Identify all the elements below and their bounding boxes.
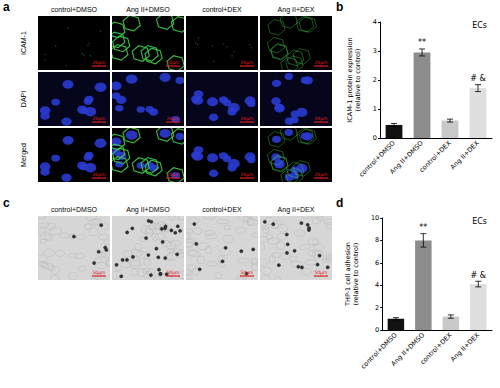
svg-text:50μm: 50μm bbox=[315, 270, 328, 275]
svg-text:6: 6 bbox=[375, 259, 379, 267]
html-text:Ang II+DMSO: Ang II+DMSO bbox=[126, 6, 170, 13]
svg-text:(relative to control): (relative to control) bbox=[354, 49, 362, 112]
svg-text:**: ** bbox=[418, 38, 426, 47]
html-text:control+DEX: control+DEX bbox=[202, 206, 242, 213]
svg-text:4: 4 bbox=[373, 18, 377, 26]
svg-text:20μm: 20μm bbox=[315, 116, 328, 121]
html-text:b: b bbox=[336, 0, 344, 14]
svg-text:(relative to control): (relative to control) bbox=[352, 243, 360, 306]
svg-text:# &: # & bbox=[471, 271, 486, 280]
svg-text:Ang II+DEX: Ang II+DEX bbox=[449, 331, 482, 364]
svg-text:50μm: 50μm bbox=[93, 270, 106, 275]
html-text:c: c bbox=[3, 196, 10, 210]
svg-text:**: ** bbox=[419, 223, 427, 232]
svg-text:10: 10 bbox=[371, 214, 379, 222]
html-text:Ang II+DEX: Ang II+DEX bbox=[277, 206, 315, 213]
svg-text:1: 1 bbox=[373, 105, 377, 113]
svg-text:20μm: 20μm bbox=[315, 172, 328, 177]
html-text:Ang II+DEX: Ang II+DEX bbox=[277, 6, 315, 13]
svg-text:50μm: 50μm bbox=[241, 270, 254, 275]
svg-text:THP-1 cell adhesion: THP-1 cell adhesion bbox=[344, 242, 352, 307]
html-text:d: d bbox=[336, 196, 344, 210]
svg-text:# &: # & bbox=[470, 74, 485, 83]
html-text:ICAM-1: ICAM-1 bbox=[20, 31, 27, 55]
svg-text:control+DMSO: control+DMSO bbox=[357, 139, 397, 179]
svg-text:0: 0 bbox=[375, 326, 379, 334]
svg-text:20μm: 20μm bbox=[167, 60, 180, 65]
svg-text:ECs: ECs bbox=[472, 217, 487, 226]
svg-text:2: 2 bbox=[375, 304, 379, 312]
html-text:a: a bbox=[3, 0, 10, 14]
svg-text:control+DEX: control+DEX bbox=[418, 139, 453, 174]
svg-text:4: 4 bbox=[375, 281, 379, 289]
svg-text:Ang II+DMSO: Ang II+DMSO bbox=[388, 139, 425, 176]
svg-text:20μm: 20μm bbox=[167, 116, 180, 121]
svg-text:8: 8 bbox=[375, 236, 379, 244]
html-text:control+DMSO: control+DMSO bbox=[50, 6, 97, 13]
svg-text:20μm: 20μm bbox=[241, 60, 254, 65]
svg-text:control+DMSO: control+DMSO bbox=[359, 331, 399, 371]
svg-text:2: 2 bbox=[373, 76, 377, 84]
svg-text:20μm: 20μm bbox=[241, 172, 254, 177]
svg-text:50μm: 50μm bbox=[167, 270, 180, 275]
html-text:control+DEX: control+DEX bbox=[202, 6, 242, 13]
svg-text:Ang II+DEX: Ang II+DEX bbox=[449, 139, 482, 172]
svg-text:20μm: 20μm bbox=[93, 172, 106, 177]
html-text:Merged: Merged bbox=[20, 143, 27, 167]
svg-text:3: 3 bbox=[373, 47, 377, 55]
svg-text:control+DEX: control+DEX bbox=[419, 331, 454, 366]
svg-text:20μm: 20μm bbox=[93, 60, 106, 65]
svg-text:0: 0 bbox=[373, 134, 377, 142]
svg-text:20μm: 20μm bbox=[315, 60, 328, 65]
svg-text:20μm: 20μm bbox=[93, 116, 106, 121]
html-text:control+DMSO: control+DMSO bbox=[50, 206, 97, 213]
html-text:Ang II+DMSO: Ang II+DMSO bbox=[126, 206, 170, 213]
svg-text:Ang II+DMSO: Ang II+DMSO bbox=[389, 331, 427, 368]
svg-text:ICAM-1 protein expression: ICAM-1 protein expression bbox=[346, 37, 354, 122]
svg-text:20μm: 20μm bbox=[167, 172, 180, 177]
svg-text:ECs: ECs bbox=[472, 21, 487, 30]
svg-text:20μm: 20μm bbox=[241, 116, 254, 121]
html-text:DAPI: DAPI bbox=[20, 90, 27, 108]
